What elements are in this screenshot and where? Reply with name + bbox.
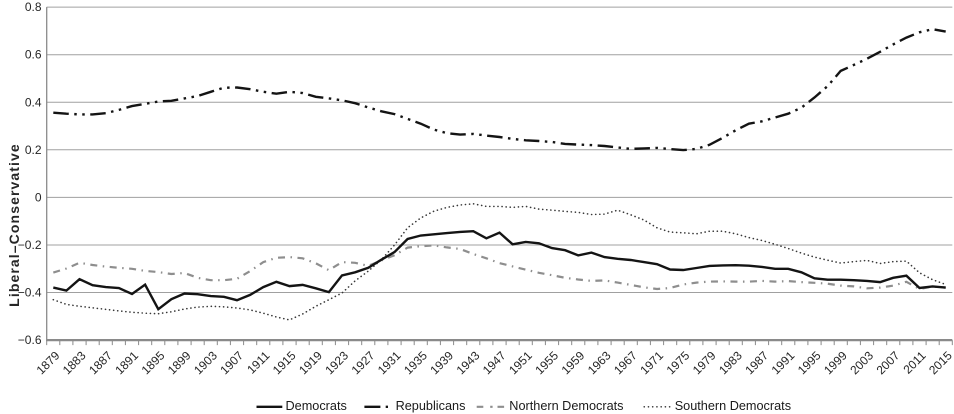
svg-text:1887: 1887 xyxy=(86,348,115,377)
svg-text:1943: 1943 xyxy=(454,348,483,377)
svg-text:1923: 1923 xyxy=(322,348,351,377)
svg-text:2003: 2003 xyxy=(847,348,876,377)
svg-text:1991: 1991 xyxy=(769,348,798,377)
svg-text:0.4: 0.4 xyxy=(25,95,42,109)
svg-text:−0.4: −0.4 xyxy=(18,286,42,300)
svg-text:1975: 1975 xyxy=(664,348,693,377)
svg-text:0.2: 0.2 xyxy=(25,143,42,157)
svg-text:1899: 1899 xyxy=(165,348,194,377)
svg-text:1947: 1947 xyxy=(480,348,509,377)
svg-text:2011: 2011 xyxy=(900,348,928,376)
svg-text:Liberal–Conservative: Liberal–Conservative xyxy=(6,143,22,307)
svg-text:1971: 1971 xyxy=(637,348,666,377)
svg-text:1911: 1911 xyxy=(244,348,272,376)
svg-text:2015: 2015 xyxy=(926,348,954,377)
svg-text:1955: 1955 xyxy=(532,348,561,377)
svg-text:−0.2: −0.2 xyxy=(18,238,42,252)
svg-text:0: 0 xyxy=(35,190,42,204)
svg-text:1987: 1987 xyxy=(742,348,771,377)
svg-text:1963: 1963 xyxy=(585,348,614,377)
svg-text:1919: 1919 xyxy=(296,348,325,377)
svg-text:1935: 1935 xyxy=(401,348,430,377)
svg-text:1883: 1883 xyxy=(60,348,89,377)
svg-text:1995: 1995 xyxy=(795,348,824,377)
svg-text:1939: 1939 xyxy=(427,348,456,377)
svg-text:1959: 1959 xyxy=(559,348,588,377)
svg-text:1903: 1903 xyxy=(191,348,220,377)
svg-text:Northern Democrats: Northern Democrats xyxy=(509,399,623,413)
svg-text:Southern Democrats: Southern Democrats xyxy=(675,399,791,413)
svg-text:1983: 1983 xyxy=(716,348,745,377)
svg-text:−0.6: −0.6 xyxy=(18,333,42,347)
svg-text:1979: 1979 xyxy=(690,348,719,377)
svg-text:1927: 1927 xyxy=(349,348,378,377)
svg-text:1895: 1895 xyxy=(139,348,168,377)
svg-text:1915: 1915 xyxy=(270,348,299,377)
svg-text:0.8: 0.8 xyxy=(25,0,42,14)
svg-text:0.6: 0.6 xyxy=(25,48,42,62)
svg-text:Republicans: Republicans xyxy=(396,399,466,413)
svg-text:2007: 2007 xyxy=(874,348,903,377)
svg-text:1879: 1879 xyxy=(34,348,63,377)
svg-text:1999: 1999 xyxy=(821,348,850,377)
svg-text:1907: 1907 xyxy=(217,348,246,377)
svg-text:1891: 1891 xyxy=(112,348,141,377)
svg-text:1951: 1951 xyxy=(506,348,535,377)
svg-text:1931: 1931 xyxy=(375,348,404,377)
svg-text:1967: 1967 xyxy=(611,348,640,377)
svg-text:Democrats: Democrats xyxy=(286,399,347,413)
